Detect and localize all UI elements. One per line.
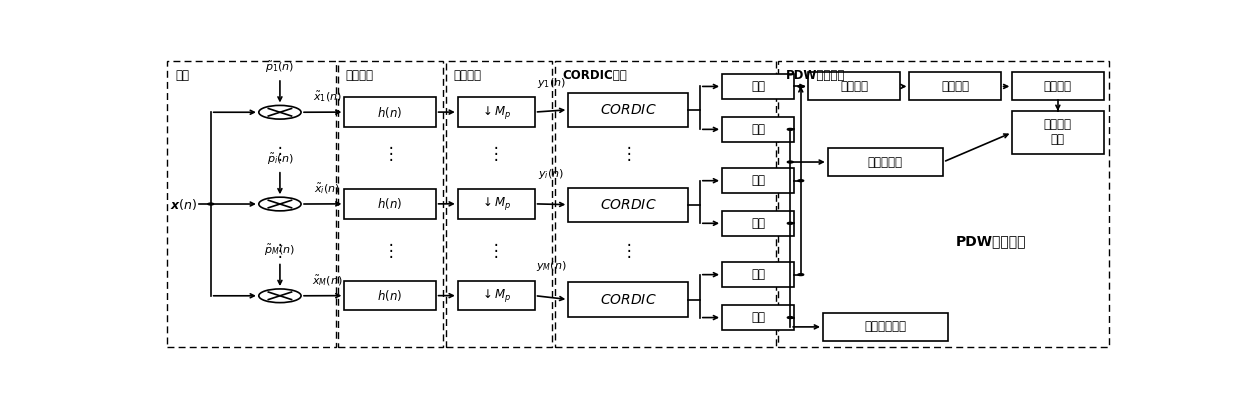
Bar	[568, 187, 688, 222]
Bar	[167, 61, 336, 347]
Bar	[722, 305, 794, 330]
Circle shape	[208, 203, 213, 205]
Bar	[828, 148, 942, 176]
Circle shape	[787, 222, 794, 224]
Text: $y_i(n)$: $y_i(n)$	[538, 167, 564, 181]
Text: $h(n)$: $h(n)$	[377, 105, 403, 120]
Circle shape	[787, 128, 794, 130]
Bar	[722, 211, 794, 236]
Bar	[446, 61, 552, 347]
Text: $\tilde{x}_M(n)$: $\tilde{x}_M(n)$	[312, 273, 343, 288]
Text: ⋮: ⋮	[272, 242, 288, 260]
Text: CORDIC模块: CORDIC模块	[563, 69, 627, 82]
Bar	[722, 168, 794, 193]
Bar	[722, 117, 794, 142]
Text: $\downarrow M_p$: $\downarrow M_p$	[480, 103, 512, 121]
Text: 幅度: 幅度	[751, 174, 765, 187]
Text: ⋮: ⋮	[487, 145, 505, 163]
Bar	[568, 282, 688, 317]
Bar	[554, 61, 776, 347]
Circle shape	[797, 180, 804, 182]
Text: $\mathit{CORDIC}$: $\mathit{CORDIC}$	[600, 198, 657, 212]
Text: 相位差测频: 相位差测频	[868, 156, 903, 168]
Text: 降速采样: 降速采样	[454, 69, 482, 82]
Text: $\tilde{x}_i(n)$: $\tilde{x}_i(n)$	[315, 181, 341, 196]
Bar	[458, 97, 534, 127]
Text: 相位: 相位	[751, 217, 765, 230]
Bar	[1012, 111, 1104, 154]
Bar	[345, 189, 435, 219]
Text: $y_M(n)$: $y_M(n)$	[536, 259, 567, 273]
Text: $\mathit{CORDIC}$: $\mathit{CORDIC}$	[600, 292, 657, 307]
Text: 计算脉宽: 计算脉宽	[1044, 80, 1071, 93]
Text: ⋮: ⋮	[382, 145, 399, 163]
Bar	[823, 313, 947, 341]
Bar	[722, 262, 794, 287]
Bar	[568, 93, 688, 127]
Text: 相位: 相位	[751, 311, 765, 324]
Text: 相位: 相位	[751, 123, 765, 136]
Text: PDW数据形成: PDW数据形成	[956, 234, 1027, 248]
Text: $h(n)$: $h(n)$	[377, 288, 403, 303]
Bar	[458, 281, 534, 310]
Text: 混频: 混频	[175, 69, 190, 82]
Circle shape	[787, 317, 794, 318]
Text: ⋮: ⋮	[272, 145, 288, 163]
Text: $\boldsymbol{x}(n)$: $\boldsymbol{x}(n)$	[170, 196, 197, 212]
Circle shape	[797, 86, 804, 87]
Text: ⋮: ⋮	[382, 242, 399, 260]
Text: $\mathit{CORDIC}$: $\mathit{CORDIC}$	[600, 103, 657, 117]
Text: $\downarrow M_p$: $\downarrow M_p$	[480, 196, 512, 213]
Bar	[337, 61, 444, 347]
Bar	[458, 189, 534, 219]
Text: $\tilde{p}_M(n)$: $\tilde{p}_M(n)$	[264, 243, 295, 259]
Text: 绝对频率测量: 绝对频率测量	[864, 320, 906, 333]
Bar	[909, 72, 1001, 101]
Text: $\tilde{x}_1(n)$: $\tilde{x}_1(n)$	[312, 90, 342, 105]
Bar	[722, 74, 794, 99]
Text: $\tilde{p}_1(n)$: $\tilde{p}_1(n)$	[265, 60, 295, 75]
Text: ⋮: ⋮	[487, 242, 505, 260]
Text: ⋮: ⋮	[620, 145, 637, 163]
Text: $\tilde{p}_i(n)$: $\tilde{p}_i(n)$	[267, 152, 293, 167]
Circle shape	[787, 161, 794, 163]
Bar	[345, 281, 435, 310]
Bar	[808, 72, 900, 101]
Bar	[1012, 72, 1104, 101]
Text: 幅度: 幅度	[751, 268, 765, 281]
Text: 幅度: 幅度	[751, 80, 765, 93]
Text: 低通滤波: 低通滤波	[345, 69, 373, 82]
Circle shape	[797, 274, 804, 276]
Bar	[777, 61, 1110, 347]
Text: $\downarrow M_p$: $\downarrow M_p$	[480, 287, 512, 304]
Text: PDW数据形成: PDW数据形成	[785, 69, 844, 82]
Text: 到达时间
测量: 到达时间 测量	[1044, 118, 1071, 147]
Text: $h(n)$: $h(n)$	[377, 196, 403, 211]
Text: ⋮: ⋮	[620, 242, 637, 260]
Text: 脉冲提取: 脉冲提取	[941, 80, 968, 93]
Text: 门限判决: 门限判决	[841, 80, 868, 93]
Bar	[345, 97, 435, 127]
Text: $y_1(n)$: $y_1(n)$	[537, 76, 565, 90]
